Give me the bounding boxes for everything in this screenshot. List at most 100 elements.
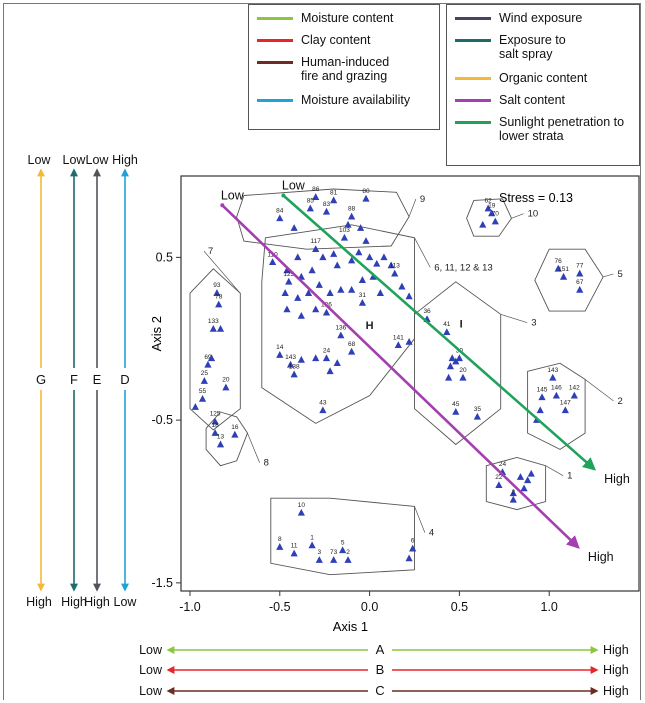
group-hull bbox=[466, 198, 513, 237]
gradient-bottom-label: High bbox=[26, 595, 52, 609]
sample-point bbox=[333, 261, 341, 269]
sample-point bbox=[337, 331, 345, 339]
gradient-letter: D bbox=[120, 372, 129, 387]
sample-label: 22 bbox=[495, 474, 503, 481]
sample-label: 35 bbox=[474, 406, 482, 413]
sample-label: 11 bbox=[291, 543, 298, 550]
sample-point bbox=[285, 277, 293, 285]
sample-point bbox=[358, 298, 367, 306]
sample-point bbox=[549, 373, 557, 381]
group-hull bbox=[261, 224, 415, 424]
legend-swatch bbox=[257, 39, 293, 42]
sample-label: 81 bbox=[330, 189, 338, 196]
group-label: 2 bbox=[617, 396, 622, 407]
sample-point bbox=[322, 308, 331, 316]
group-hull bbox=[414, 281, 502, 446]
legend-label: Salt content bbox=[499, 93, 566, 107]
sample-point bbox=[459, 373, 467, 381]
sample-point bbox=[538, 393, 546, 401]
sample-label: 141 bbox=[393, 334, 404, 341]
legend-swatch bbox=[257, 99, 293, 102]
sample-point bbox=[405, 292, 413, 300]
group-leader bbox=[203, 250, 241, 294]
vector-start-label: Low bbox=[221, 188, 245, 202]
sample-label: 20 bbox=[459, 367, 467, 374]
legend-right: Wind exposure Exposure to salt spray Org… bbox=[446, 4, 640, 166]
sample-point bbox=[348, 256, 356, 264]
sample-point bbox=[213, 289, 221, 296]
gradient-letter: F bbox=[70, 372, 78, 387]
sample-point bbox=[312, 354, 320, 362]
group-leader bbox=[408, 198, 417, 217]
gradient-letter: C bbox=[375, 683, 384, 698]
sample-label: 68 bbox=[348, 341, 356, 348]
sample-point bbox=[322, 207, 331, 215]
gradient-top-label: Low bbox=[63, 153, 87, 167]
gradient-right-label: High bbox=[603, 684, 629, 698]
sample-point bbox=[337, 285, 345, 293]
sample-point bbox=[576, 269, 584, 277]
sample-point bbox=[365, 253, 374, 261]
legend-label: Human-induced fire and grazing bbox=[301, 55, 390, 83]
group-leader bbox=[602, 273, 614, 278]
sample-point bbox=[348, 347, 356, 355]
sample-point bbox=[473, 412, 481, 420]
sample-point bbox=[315, 281, 323, 288]
sample-point bbox=[211, 429, 219, 436]
sample-label: 24 bbox=[499, 461, 507, 468]
legend-item-moisture-content: Moisture content bbox=[257, 11, 437, 25]
sample-point bbox=[391, 269, 399, 277]
sample-point bbox=[491, 217, 499, 225]
sample-label: 20 bbox=[222, 377, 230, 384]
sample-label: 73 bbox=[330, 549, 338, 556]
legend-label: Moisture content bbox=[301, 11, 394, 25]
sample-point bbox=[294, 253, 302, 261]
legend-item-human-fire-grazing: Human-induced fire and grazing bbox=[257, 55, 397, 83]
sample-point bbox=[340, 233, 349, 241]
gradient-top-label: Low bbox=[28, 153, 52, 167]
sample-point bbox=[326, 289, 334, 296]
gradient-bottom-label: High bbox=[84, 595, 110, 609]
sample-label: 67 bbox=[576, 279, 584, 286]
legend-swatch bbox=[257, 61, 293, 64]
legend-item-organic-content: Organic content bbox=[455, 71, 635, 85]
legend-item-salt-content: Salt content bbox=[455, 93, 635, 107]
sample-point bbox=[330, 556, 338, 563]
plot-area bbox=[180, 175, 640, 592]
sample-point bbox=[398, 282, 406, 290]
group-label: 5 bbox=[617, 269, 622, 280]
sample-point bbox=[445, 373, 453, 381]
gradient-letter: A bbox=[376, 642, 385, 657]
sample-point bbox=[357, 224, 365, 231]
sample-point bbox=[276, 351, 284, 358]
sample-point bbox=[344, 556, 352, 563]
gradient-bottom-label: High bbox=[61, 595, 87, 609]
sample-point bbox=[198, 394, 207, 402]
group-hull bbox=[485, 457, 547, 511]
sample-label: 3 bbox=[317, 549, 321, 556]
sample-point bbox=[452, 407, 460, 415]
group-label: 3 bbox=[531, 318, 536, 329]
sample-point bbox=[559, 272, 568, 280]
sample-label: 10 bbox=[298, 502, 306, 509]
sample-point bbox=[330, 250, 338, 257]
sample-label: 14 bbox=[276, 344, 284, 351]
sample-point bbox=[576, 285, 584, 293]
sample-point bbox=[276, 214, 284, 222]
sample-label: 93 bbox=[213, 282, 221, 289]
gradient-letter: B bbox=[376, 662, 385, 677]
x-tick-label: -1.0 bbox=[179, 600, 201, 614]
sample-point bbox=[312, 305, 320, 313]
x-tick-label: -0.5 bbox=[269, 600, 291, 614]
sample-point bbox=[312, 245, 320, 253]
sample-label: 70 bbox=[492, 211, 500, 218]
legend-label: Clay content bbox=[301, 33, 371, 47]
gradient-letter: E bbox=[93, 372, 102, 387]
sample-point bbox=[520, 484, 528, 492]
sample-label: 78 bbox=[215, 294, 223, 301]
sample-point bbox=[312, 193, 320, 200]
sample-point bbox=[362, 194, 370, 202]
group-leader bbox=[247, 433, 260, 463]
sample-point bbox=[216, 440, 225, 448]
vector-start bbox=[220, 203, 225, 208]
